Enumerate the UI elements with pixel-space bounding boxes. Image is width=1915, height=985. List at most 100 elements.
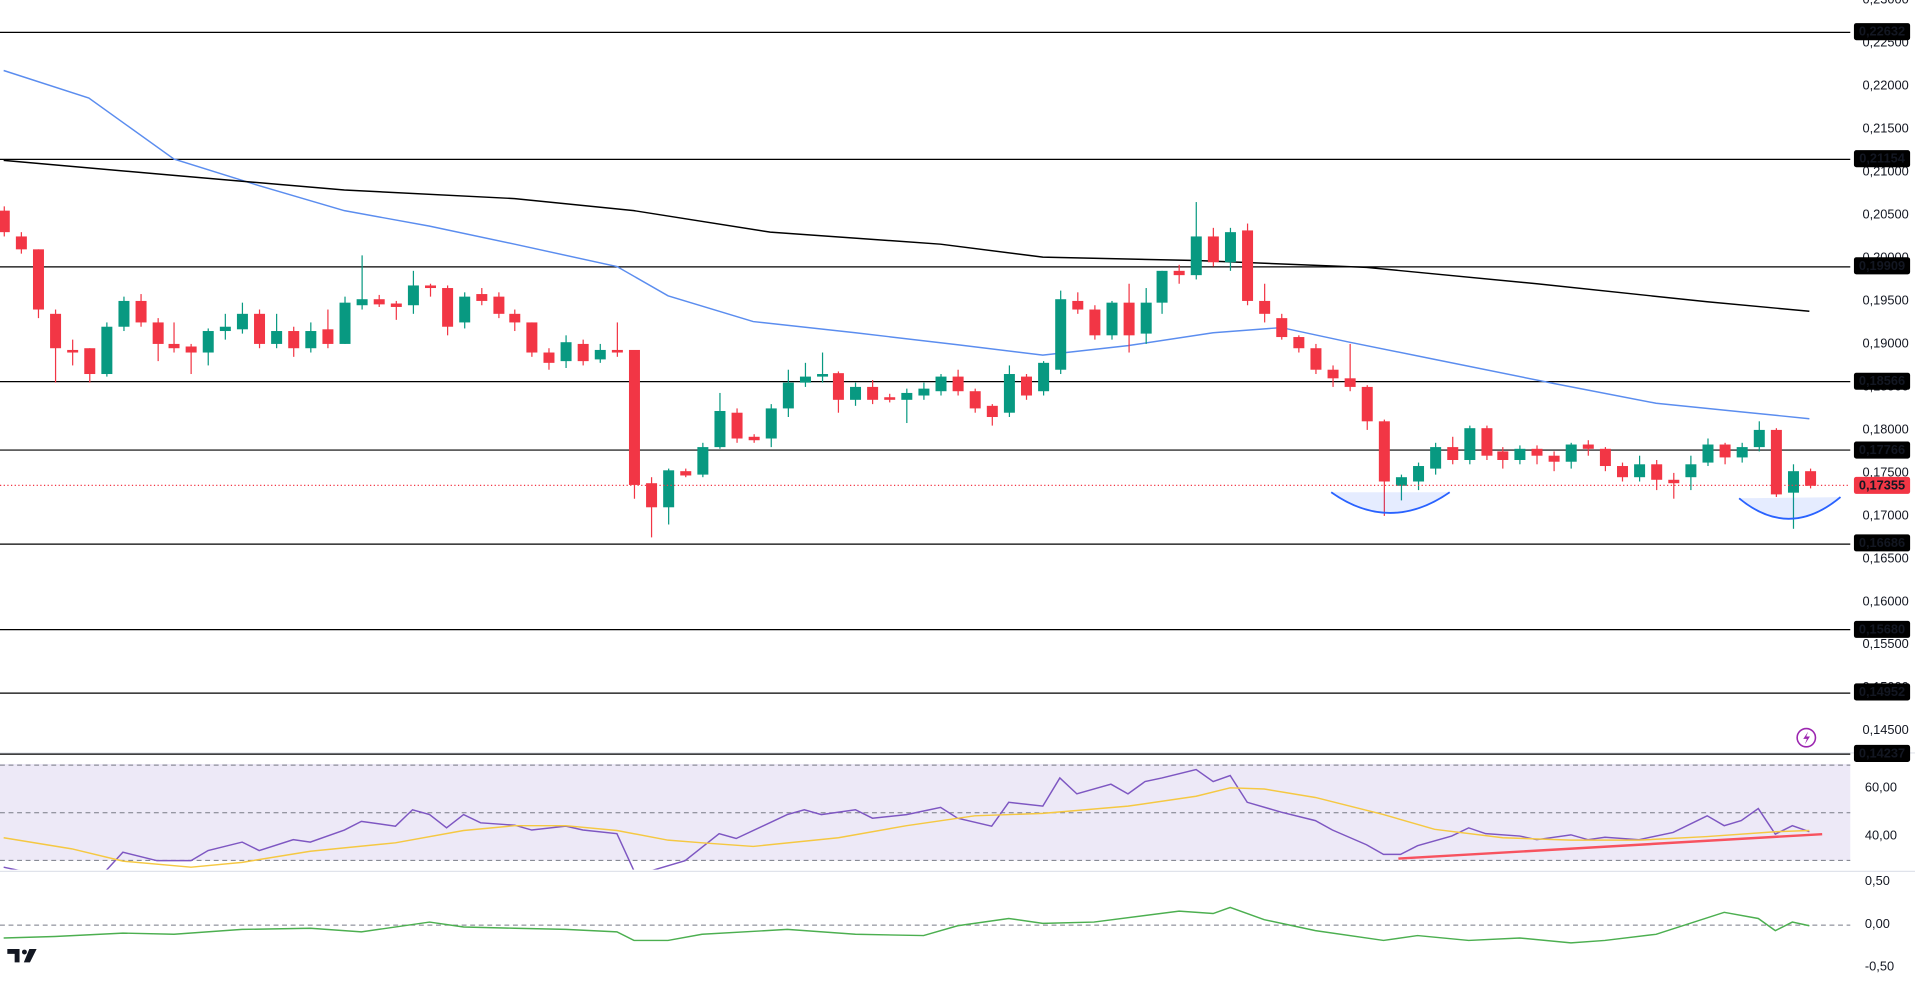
y-tick-label: 0,14500: [1862, 722, 1908, 737]
candle-body: [1156, 270, 1168, 303]
indicator-pane: [0, 763, 1851, 870]
candle-body: [680, 471, 692, 476]
candle-body: [1565, 444, 1577, 462]
indicator-pane: [0, 906, 1851, 944]
level-label-box: [1853, 150, 1911, 168]
candle-body: [15, 236, 27, 250]
candle-body: [1770, 429, 1782, 495]
candle-body: [1531, 448, 1543, 456]
candle-body: [1344, 378, 1356, 387]
level-label: 0,22632: [1859, 24, 1905, 39]
candle-body: [526, 322, 538, 353]
level-label-box: [1853, 257, 1911, 275]
candle-body: [339, 302, 351, 344]
candle-body: [425, 285, 437, 289]
candle-body: [1038, 362, 1050, 392]
y-tick-label: 0,19000: [1862, 335, 1908, 350]
candle-body: [594, 349, 606, 360]
candle-body: [1378, 421, 1390, 482]
level-label-box: [1853, 620, 1911, 638]
candle-body: [663, 470, 675, 508]
level-label-box: [1853, 441, 1911, 459]
candle-body: [1617, 466, 1628, 478]
candle-body: [1003, 374, 1015, 413]
candle-body: [1599, 448, 1611, 467]
candle-body: [1072, 300, 1084, 310]
candle-body: [185, 346, 197, 353]
candle-body: [442, 288, 454, 327]
y-tick-label: 0,16000: [1862, 593, 1908, 608]
level-label-box: [1853, 744, 1911, 763]
candle-body: [1497, 451, 1509, 461]
candle-body: [782, 382, 794, 409]
candle-body: [1413, 466, 1425, 482]
y-tick-label: 0,17000: [1862, 507, 1908, 522]
candle-body: [1106, 302, 1118, 336]
candle-body: [1464, 428, 1476, 461]
candle-body: [390, 303, 402, 307]
y-tick-label: 0,16500: [1862, 550, 1908, 565]
candle-body: [1634, 464, 1646, 478]
candle-body: [867, 386, 879, 400]
candle-body: [646, 483, 658, 508]
candle-body: [1514, 448, 1526, 461]
candle-body: [1395, 477, 1407, 486]
candle-body: [135, 300, 147, 323]
candle-body: [1787, 471, 1799, 493]
y-tick-label: 0,18000: [1862, 421, 1908, 436]
candle-body: [731, 412, 743, 439]
arc: [1330, 491, 1451, 514]
candle-body: [1361, 386, 1373, 422]
level-label: 0,14237: [1859, 745, 1905, 760]
y-tick-label: 0,21500: [1862, 120, 1908, 135]
candle-body: [697, 447, 709, 475]
candle-body: [1190, 236, 1202, 276]
candle-body: [901, 392, 913, 400]
candle-body: [1293, 337, 1305, 349]
candle-body: [1327, 369, 1339, 379]
series-line: [3, 906, 1810, 944]
candle-body: [1173, 270, 1185, 276]
candle-body: [1224, 232, 1236, 263]
level-label: 0,15680: [1859, 621, 1905, 636]
y-tick-label: 60,00: [1865, 779, 1897, 794]
candle-body: [67, 349, 79, 353]
candle-body: [1805, 471, 1817, 486]
candle-body: [832, 373, 844, 400]
level-label: 0,16686: [1859, 535, 1905, 550]
candle-body: [543, 352, 555, 363]
level-label-box: [1853, 683, 1911, 701]
level-label: 0,21154: [1859, 151, 1905, 166]
candle-body: [577, 343, 589, 362]
logo-part: [21, 949, 27, 955]
trend-line: [1398, 832, 1823, 860]
price-pane: [0, 31, 1851, 755]
level-label: 0,17766: [1859, 442, 1905, 457]
candle-body: [322, 329, 334, 344]
level-label-box: [1853, 372, 1911, 390]
candle-body: [1021, 376, 1032, 396]
series-line: [3, 69, 1810, 420]
candle-body: [918, 388, 930, 396]
candle-body: [1668, 479, 1680, 484]
candle-body: [986, 405, 998, 418]
candle-body: [1582, 444, 1594, 449]
candle-body: [1055, 299, 1067, 370]
candle-body: [32, 249, 44, 310]
last-price-box: [1853, 476, 1911, 494]
candle-body: [1719, 444, 1731, 458]
candle-body: [1259, 300, 1271, 314]
y-tick-label: 0,23000: [1862, 0, 1908, 6]
candle-body: [271, 331, 283, 344]
candle-body: [748, 436, 760, 441]
candle-body: [84, 348, 96, 375]
level-label: 0,19909: [1859, 258, 1905, 273]
y-tick-label: 0,50: [1865, 873, 1890, 888]
logo-part: [7, 948, 20, 963]
candle-body: [407, 285, 419, 306]
candle-body: [1276, 318, 1288, 338]
y-tick-label: 0,17500: [1862, 464, 1908, 479]
candle-body: [493, 296, 505, 314]
candle-body: [560, 342, 572, 362]
